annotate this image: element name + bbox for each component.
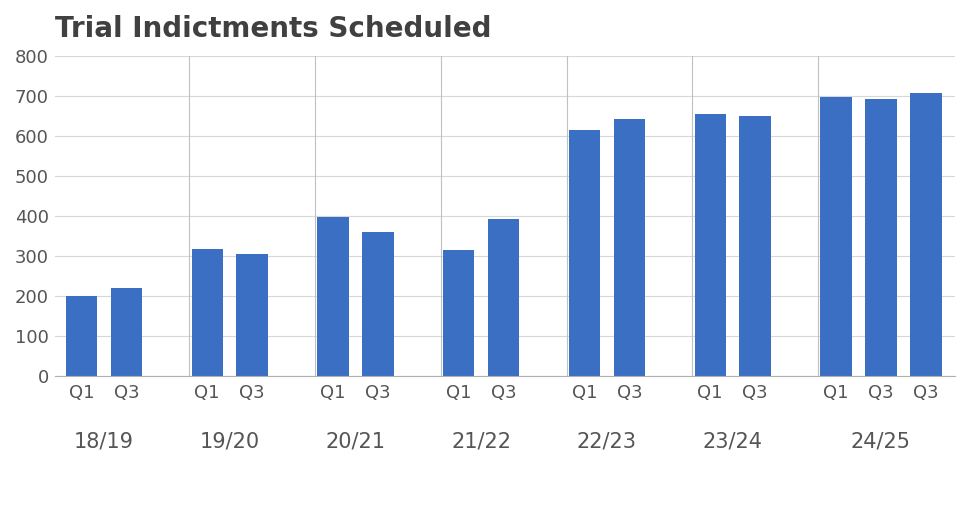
Bar bbox=[110, 288, 142, 376]
Bar bbox=[236, 254, 267, 376]
Bar bbox=[909, 93, 941, 376]
Text: Trial Indictments Scheduled: Trial Indictments Scheduled bbox=[54, 15, 490, 43]
Text: 23/24: 23/24 bbox=[702, 431, 762, 451]
Bar bbox=[613, 119, 644, 376]
Bar bbox=[361, 232, 393, 376]
Text: 21/22: 21/22 bbox=[451, 431, 511, 451]
Text: 18/19: 18/19 bbox=[74, 431, 134, 451]
Bar bbox=[694, 114, 725, 376]
Bar bbox=[191, 249, 223, 376]
Text: 24/25: 24/25 bbox=[850, 431, 910, 451]
Text: 20/21: 20/21 bbox=[326, 431, 385, 451]
Bar bbox=[66, 296, 97, 376]
Bar bbox=[864, 99, 895, 376]
Text: 19/20: 19/20 bbox=[200, 431, 260, 451]
Bar bbox=[487, 220, 518, 376]
Bar bbox=[738, 116, 770, 376]
Bar bbox=[568, 130, 600, 376]
Bar bbox=[317, 218, 349, 376]
Text: 22/23: 22/23 bbox=[577, 431, 637, 451]
Bar bbox=[443, 250, 474, 376]
Bar bbox=[820, 97, 851, 376]
